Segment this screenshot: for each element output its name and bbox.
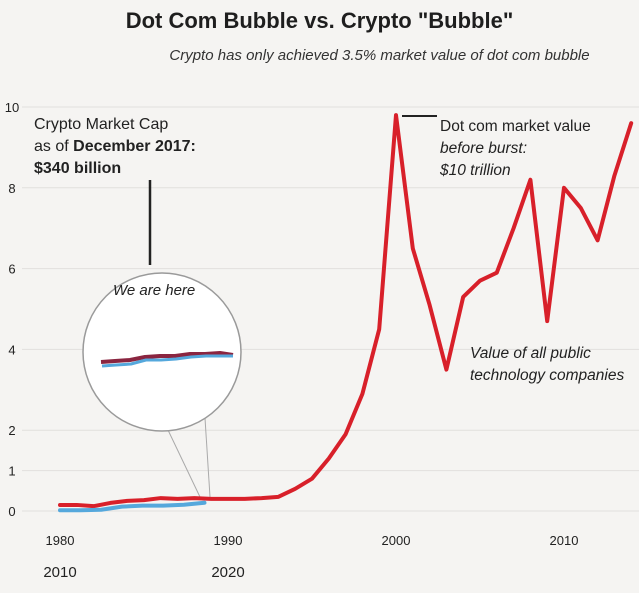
zoom-line-crypto	[101, 354, 233, 368]
chart-subtitle: Crypto has only achieved 3.5% market val…	[169, 47, 590, 64]
tech-annotation-line2: technology companies	[470, 367, 625, 384]
dotcom-annotation: Dot com market value before burst: $10 t…	[440, 116, 591, 182]
y-tick-label: 1	[8, 464, 15, 479]
zoom-guide-left	[167, 429, 201, 498]
crypto-annotation-line1: Crypto Market Cap	[34, 116, 169, 133]
zoom-circle	[82, 272, 242, 432]
y-tick-label: 10	[5, 100, 19, 115]
zoom-guide-right	[204, 417, 211, 498]
y-tick-label: 4	[8, 342, 15, 357]
tech-annotation-line1: Value of all public	[470, 345, 591, 362]
dotcom-annotation-line2: before burst:	[440, 140, 528, 157]
y-tick-label: 2	[8, 423, 15, 438]
x-tick-label: 2010	[550, 533, 579, 548]
y-axis: 0 1 2 4 6 8 10	[5, 100, 19, 519]
crypto-annotation: Crypto Market Cap as of December 2017: $…	[34, 114, 196, 180]
callouts	[148, 115, 437, 498]
x-tick-label: 2000	[382, 533, 411, 548]
y-tick-label: 0	[8, 504, 15, 519]
x-tick-label: 1990	[214, 533, 243, 548]
dotcom-annotation-value: $10 trillion	[440, 162, 511, 179]
zoom-line-shadow	[100, 351, 234, 364]
x-tick-label-secondary: 2010	[43, 564, 76, 581]
crypto-annotation-value: $340 billion	[34, 160, 122, 177]
grid	[22, 106, 639, 512]
crypto-annotation-date: December 2017:	[73, 138, 196, 155]
x-axis: 1980 1990 2000 2010 2010 2020	[43, 533, 578, 581]
y-tick-label: 8	[8, 181, 15, 196]
series-line-tech-companies	[58, 113, 634, 509]
dotcom-annotation-line1: Dot com market value	[440, 118, 591, 135]
series-lines	[58, 113, 634, 513]
series-line-crypto	[58, 500, 207, 513]
chart-title: Dot Com Bubble vs. Crypto "Bubble"	[125, 8, 514, 33]
tech-annotation: Value of all public technology companies	[470, 343, 624, 387]
x-tick-label-secondary: 2020	[211, 564, 244, 581]
crypto-annotation-prefix: as of	[34, 138, 74, 155]
zoom-circle-outline	[82, 272, 242, 432]
y-tick-label: 6	[8, 262, 15, 277]
x-tick-label: 1980	[46, 533, 75, 548]
we-are-here-label: We are here	[113, 282, 196, 299]
